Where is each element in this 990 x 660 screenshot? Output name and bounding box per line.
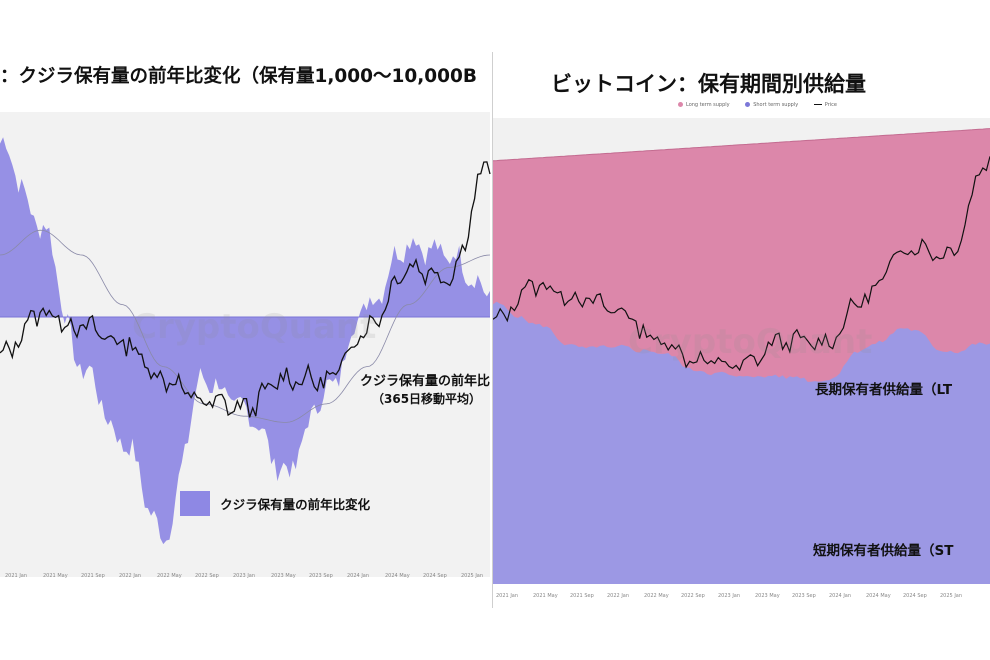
left-chart-svg: 2021 Jan 2021 May 2021 Sep 2022 Jan 2022 May… [0, 112, 491, 579]
left-x-tick-label: 2023 Jan [233, 573, 255, 579]
left-annotation-line2: （365日移動平均） [372, 392, 482, 406]
right-x-tick-label: 2023 Sep [792, 593, 816, 599]
left-ma-line [0, 229, 491, 423]
right-x-tick-label: 2022 May [644, 593, 669, 599]
right-price-line [493, 156, 990, 372]
right-label-sth: 短期保有者供給量（ST [813, 543, 954, 559]
legend-short-term: Short term supply [745, 102, 798, 108]
left-chart-title: ：クジラ保有量の前年比変化（保有量1,000〜10,000B [0, 66, 478, 87]
right-x-tick-label: 2024 Jan [829, 593, 851, 599]
left-x-tick-label: 2024 May [385, 573, 410, 579]
left-legend: クジラ保有量の前年比変化 [180, 491, 370, 516]
right-chart-title: ビットコイン：保有期間別供給量 [551, 72, 866, 96]
right-x-tick-label: 2021 Jan [496, 593, 518, 599]
right-chart-svg: 2021 Jan 2021 May 2021 Sep 2022 Jan 2022 May… [493, 118, 990, 599]
left-yoy-area [0, 137, 490, 545]
left-x-tick-label: 2022 May [157, 573, 182, 579]
left-watermark: CryptoQuant [132, 307, 377, 347]
left-x-tick-label: 2023 Sep [309, 573, 333, 579]
left-price-line [0, 161, 491, 418]
right-x-tick-label: 2021 Sep [570, 593, 594, 599]
right-x-tick-label: 2023 Jan [718, 593, 740, 599]
right-x-tick-label: 2022 Sep [681, 593, 705, 599]
right-legend: Long term supply Short term supply Price [678, 102, 851, 108]
legend-long-term: Long term supply [678, 102, 730, 108]
left-x-tick-label: 2022 Sep [195, 573, 219, 579]
right-x-tick-label: 2025 Jan [940, 593, 962, 599]
right-watermark: CryptoQuant [628, 322, 873, 362]
left-x-tick-label: 2021 Jan [5, 573, 27, 579]
right-x-tick-label: 2022 Jan [607, 593, 629, 599]
left-x-tick-label: 2021 Sep [81, 573, 105, 579]
left-chart-panel: ：クジラ保有量の前年比変化（保有量1,000〜10,000B 2021 Jan 2… [0, 52, 493, 608]
right-total-supply-edge [493, 128, 990, 162]
left-x-tick-label: 2023 May [271, 573, 296, 579]
right-x-tick-label: 2024 Sep [903, 593, 927, 599]
left-annotation-line1: クジラ保有量の前年比 [360, 374, 491, 389]
legend-price: Price [813, 102, 837, 108]
left-x-tick-label: 2022 Jan [119, 573, 141, 579]
right-x-tick-label: 2024 May [866, 593, 891, 599]
left-x-tick-label: 2024 Sep [423, 573, 447, 579]
left-x-tick-label: 2024 Jan [347, 573, 369, 579]
right-x-tick-label: 2023 May [755, 593, 780, 599]
right-label-lth: 長期保有者供給量（LT [815, 382, 953, 398]
right-x-tick-label: 2021 May [533, 593, 558, 599]
right-chart-panel: ビットコイン：保有期間別供給量 Long term supply Short t… [493, 52, 990, 608]
left-x-tick-label: 2025 Jan [461, 573, 483, 579]
left-legend-swatch [180, 491, 210, 516]
left-x-tick-label: 2021 May [43, 573, 68, 579]
left-legend-label: クジラ保有量の前年比変化 [220, 497, 371, 512]
right-sth-area [493, 301, 990, 584]
